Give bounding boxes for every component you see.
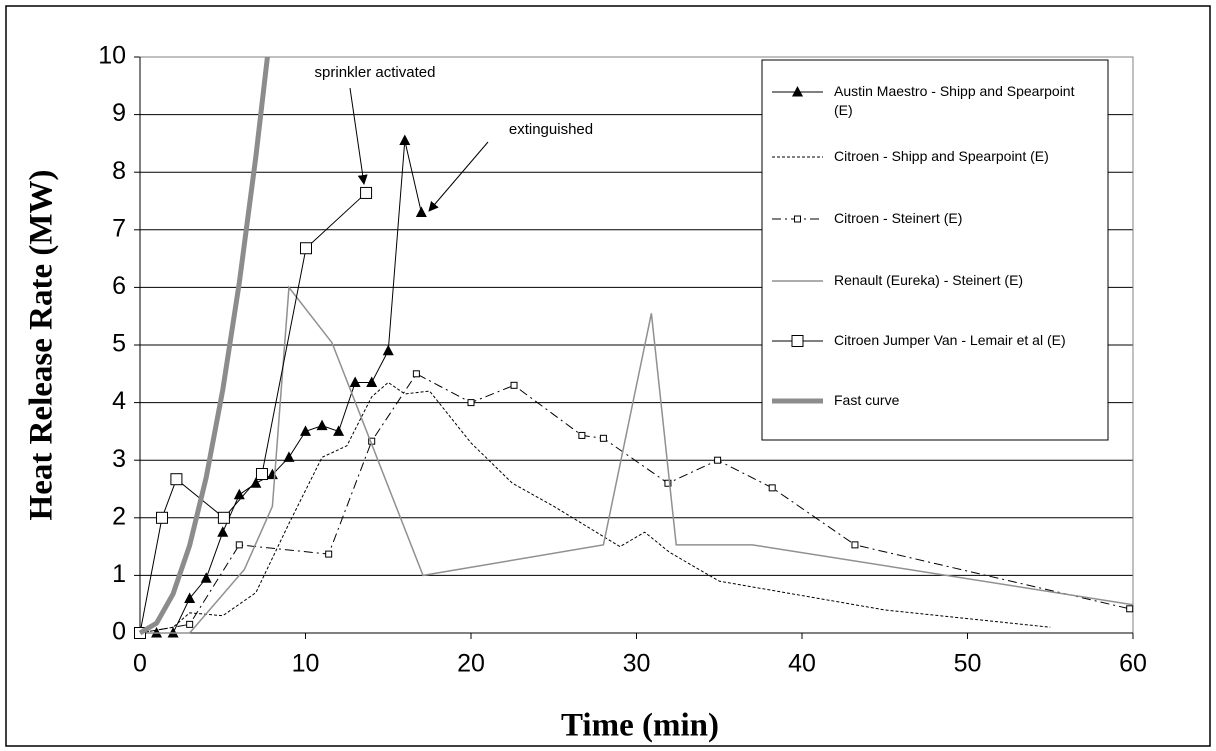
marker [316,419,328,431]
y-tick-label: 10 [98,42,126,70]
marker [186,620,194,628]
y-tick-label: 1 [112,560,126,588]
marker [299,242,312,255]
marker [360,186,373,199]
x-tick-label: 30 [623,650,651,678]
marker [467,399,475,407]
marker [184,592,196,603]
marker [170,473,183,486]
y-tick-label: 8 [112,157,126,185]
marker [768,484,776,492]
annotation-arrow [349,87,368,185]
annotation-arrow [428,141,489,212]
marker [851,541,859,549]
series-line [139,381,1051,634]
x-tick-label: 20 [457,650,485,678]
marker [283,451,295,462]
marker [399,134,411,146]
y-axis-title: Heat Release Rate (MW) [24,170,60,521]
series-line [139,373,1130,634]
legend-label: Citroen - Shipp and Spearpoint (E) [834,148,1049,164]
y-tick-label: 3 [112,445,126,473]
x-tick-label: 0 [133,650,147,678]
marker [415,206,427,218]
y-tick-label: 6 [112,272,126,300]
series-line [138,56,270,636]
x-tick-label: 60 [1119,650,1147,678]
marker [255,468,268,481]
plot-lines [134,56,1134,639]
legend-label: Citroen - Steinert (E) [834,210,963,226]
x-axis-title: Time (min) [561,708,719,744]
marker [578,431,586,439]
annotation: extinguished [509,121,593,138]
y-tick-label: 4 [112,387,126,415]
marker [156,511,169,524]
marker [412,370,420,378]
legend-marker [794,215,801,223]
marker [235,541,243,549]
y-tick-label: 2 [112,502,126,530]
legend-label: Austin Maestro - Shipp and Spearpoint (E… [834,83,1075,118]
x-tick-label: 40 [788,650,816,678]
marker [217,526,229,537]
legend-box [761,59,1109,441]
y-tick-label: 0 [112,618,126,646]
marker [325,550,333,558]
marker [382,344,394,356]
marker [366,376,378,387]
marker [664,479,672,487]
y-tick-label: 7 [112,214,126,242]
series-line [140,140,422,634]
x-tick-label: 50 [954,650,982,678]
marker [217,511,230,524]
legend-label: Fast curve [834,392,900,408]
legend-marker [792,86,803,97]
y-tick-label: 5 [112,330,126,358]
y-tick-label: 9 [112,99,126,127]
marker [333,425,345,436]
marker [1126,605,1134,613]
marker [714,456,722,464]
marker [510,381,518,389]
marker [349,376,361,387]
marker [599,434,607,442]
marker [233,488,245,500]
frame [5,5,1211,747]
marker [250,477,262,488]
x-tick-label: 10 [292,650,320,678]
series-line [139,192,367,634]
marker [200,572,212,583]
marker [300,425,311,436]
annotation: sprinkler activated [315,64,436,81]
legend-label: Renault (Eureka) - Steinert (E) [834,272,1024,288]
legend-label: Citroen Jumper Van - Lemair et al (E) [834,332,1066,348]
legend-marker [791,335,804,347]
series-line [140,285,1134,634]
